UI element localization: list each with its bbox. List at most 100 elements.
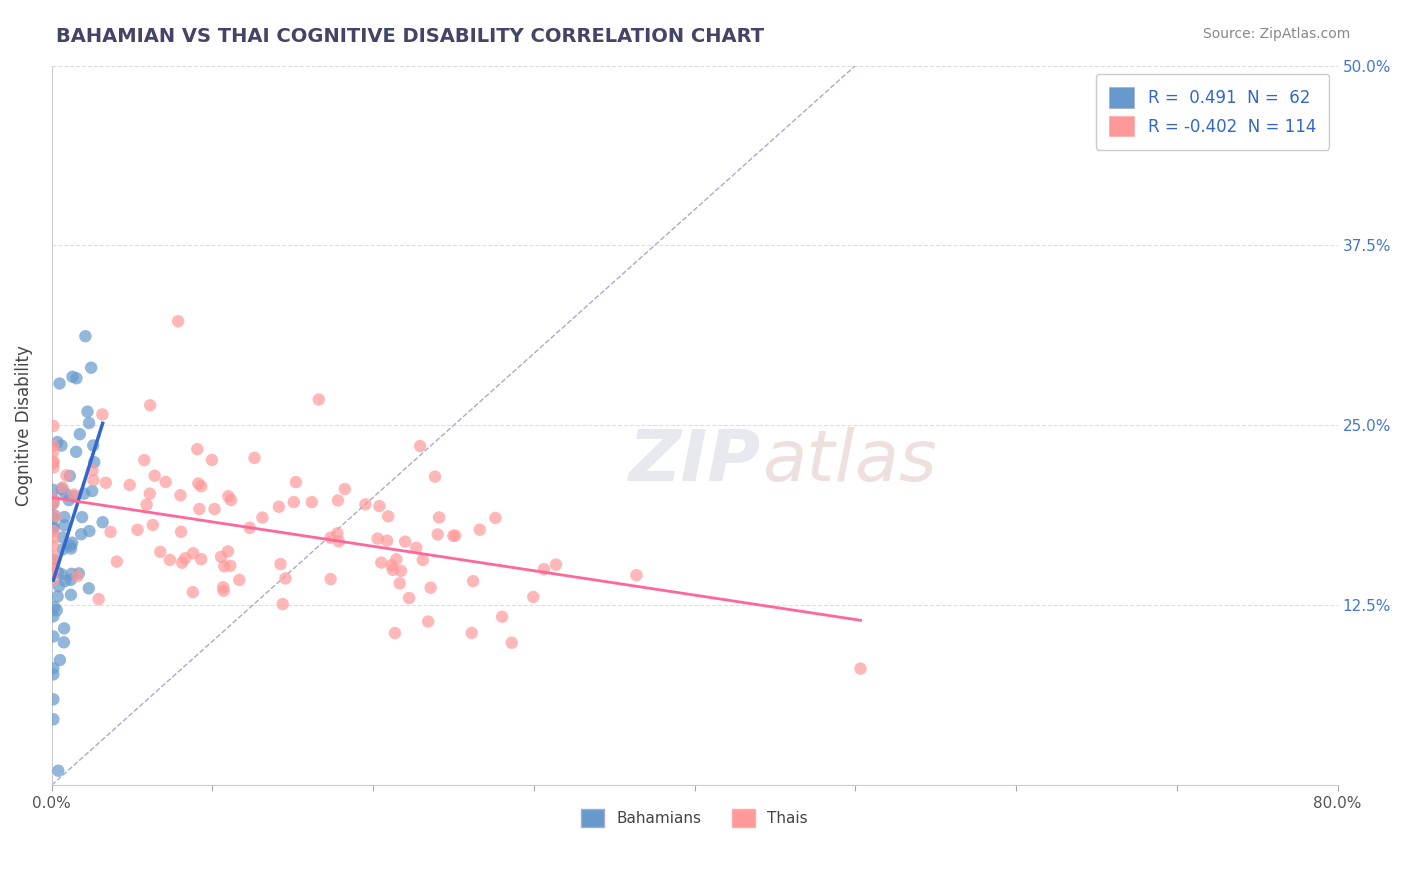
Bahamians xyxy=(42,511,65,525)
Thais xyxy=(444,528,467,542)
Thais xyxy=(219,493,242,508)
Thais xyxy=(100,524,122,539)
Thais xyxy=(326,493,349,508)
Thais xyxy=(51,480,73,494)
Thais xyxy=(42,439,65,453)
Bahamians xyxy=(46,590,69,604)
Thais xyxy=(491,609,513,624)
Thais xyxy=(388,576,411,591)
Bahamians xyxy=(49,653,72,667)
Thais xyxy=(461,626,484,640)
Bahamians xyxy=(48,376,70,391)
Bahamians xyxy=(69,427,91,442)
Bahamians xyxy=(82,483,104,498)
Bahamians xyxy=(52,635,75,649)
Thais xyxy=(405,541,427,555)
Thais xyxy=(626,568,648,582)
Bahamians xyxy=(46,764,69,778)
Bahamians xyxy=(42,661,65,675)
Bahamians xyxy=(59,469,82,483)
Thais xyxy=(42,564,65,578)
Thais xyxy=(377,509,399,524)
Thais xyxy=(42,454,65,468)
Thais xyxy=(271,597,294,611)
Thais xyxy=(370,556,392,570)
Thais xyxy=(181,585,204,599)
Bahamians xyxy=(76,404,98,418)
Thais xyxy=(167,314,190,328)
Thais xyxy=(301,495,323,509)
Bahamians xyxy=(42,712,65,726)
Bahamians xyxy=(53,518,76,533)
Thais xyxy=(243,450,266,465)
Bahamians xyxy=(53,621,76,635)
Bahamians xyxy=(42,609,65,624)
Thais xyxy=(252,510,274,524)
Thais xyxy=(419,581,441,595)
Thais xyxy=(461,574,484,588)
Bahamians xyxy=(42,483,65,497)
Thais xyxy=(42,491,65,506)
Thais xyxy=(328,534,350,549)
Thais xyxy=(380,558,402,573)
Thais xyxy=(367,532,389,546)
Text: ZIP: ZIP xyxy=(628,426,761,496)
Thais xyxy=(284,475,307,489)
Thais xyxy=(66,569,89,583)
Thais xyxy=(389,564,412,578)
Thais xyxy=(283,495,305,509)
Thais xyxy=(181,546,204,560)
Thais xyxy=(42,539,65,553)
Thais xyxy=(441,529,464,543)
Thais xyxy=(484,511,506,525)
Bahamians xyxy=(44,600,66,615)
Bahamians xyxy=(42,508,65,522)
Thais xyxy=(219,558,242,573)
Bahamians xyxy=(59,588,82,602)
Bahamians xyxy=(42,519,65,533)
Thais xyxy=(384,626,406,640)
Thais xyxy=(135,498,157,512)
Thais xyxy=(533,562,555,576)
Y-axis label: Cognitive Disability: Cognitive Disability xyxy=(15,345,32,506)
Thais xyxy=(326,526,349,541)
Thais xyxy=(228,573,250,587)
Bahamians xyxy=(59,539,82,553)
Thais xyxy=(149,545,172,559)
Thais xyxy=(42,456,65,470)
Bahamians xyxy=(62,369,84,384)
Bahamians xyxy=(82,438,104,452)
Bahamians xyxy=(42,522,65,536)
Thais xyxy=(381,563,404,577)
Thais xyxy=(544,558,567,572)
Thais xyxy=(385,552,408,566)
Thais xyxy=(217,489,239,503)
Bahamians xyxy=(70,527,93,541)
Bahamians xyxy=(42,496,65,510)
Bahamians xyxy=(58,493,80,508)
Thais xyxy=(87,592,110,607)
Thais xyxy=(127,523,149,537)
Text: Source: ZipAtlas.com: Source: ZipAtlas.com xyxy=(1202,27,1350,41)
Bahamians xyxy=(75,329,97,343)
Thais xyxy=(319,572,342,586)
Thais xyxy=(186,442,208,457)
Bahamians xyxy=(46,566,69,580)
Bahamians xyxy=(42,558,65,572)
Thais xyxy=(42,496,65,510)
Bahamians xyxy=(70,510,93,524)
Thais xyxy=(204,502,226,516)
Thais xyxy=(169,488,191,502)
Bahamians xyxy=(60,566,83,581)
Thais xyxy=(212,583,235,598)
Bahamians xyxy=(42,667,65,681)
Bahamians xyxy=(51,567,73,582)
Thais xyxy=(94,475,117,490)
Thais xyxy=(267,500,290,514)
Thais xyxy=(42,573,65,587)
Thais xyxy=(172,556,194,570)
Thais xyxy=(368,499,391,513)
Bahamians xyxy=(53,574,76,588)
Bahamians xyxy=(51,439,73,453)
Thais xyxy=(212,580,235,594)
